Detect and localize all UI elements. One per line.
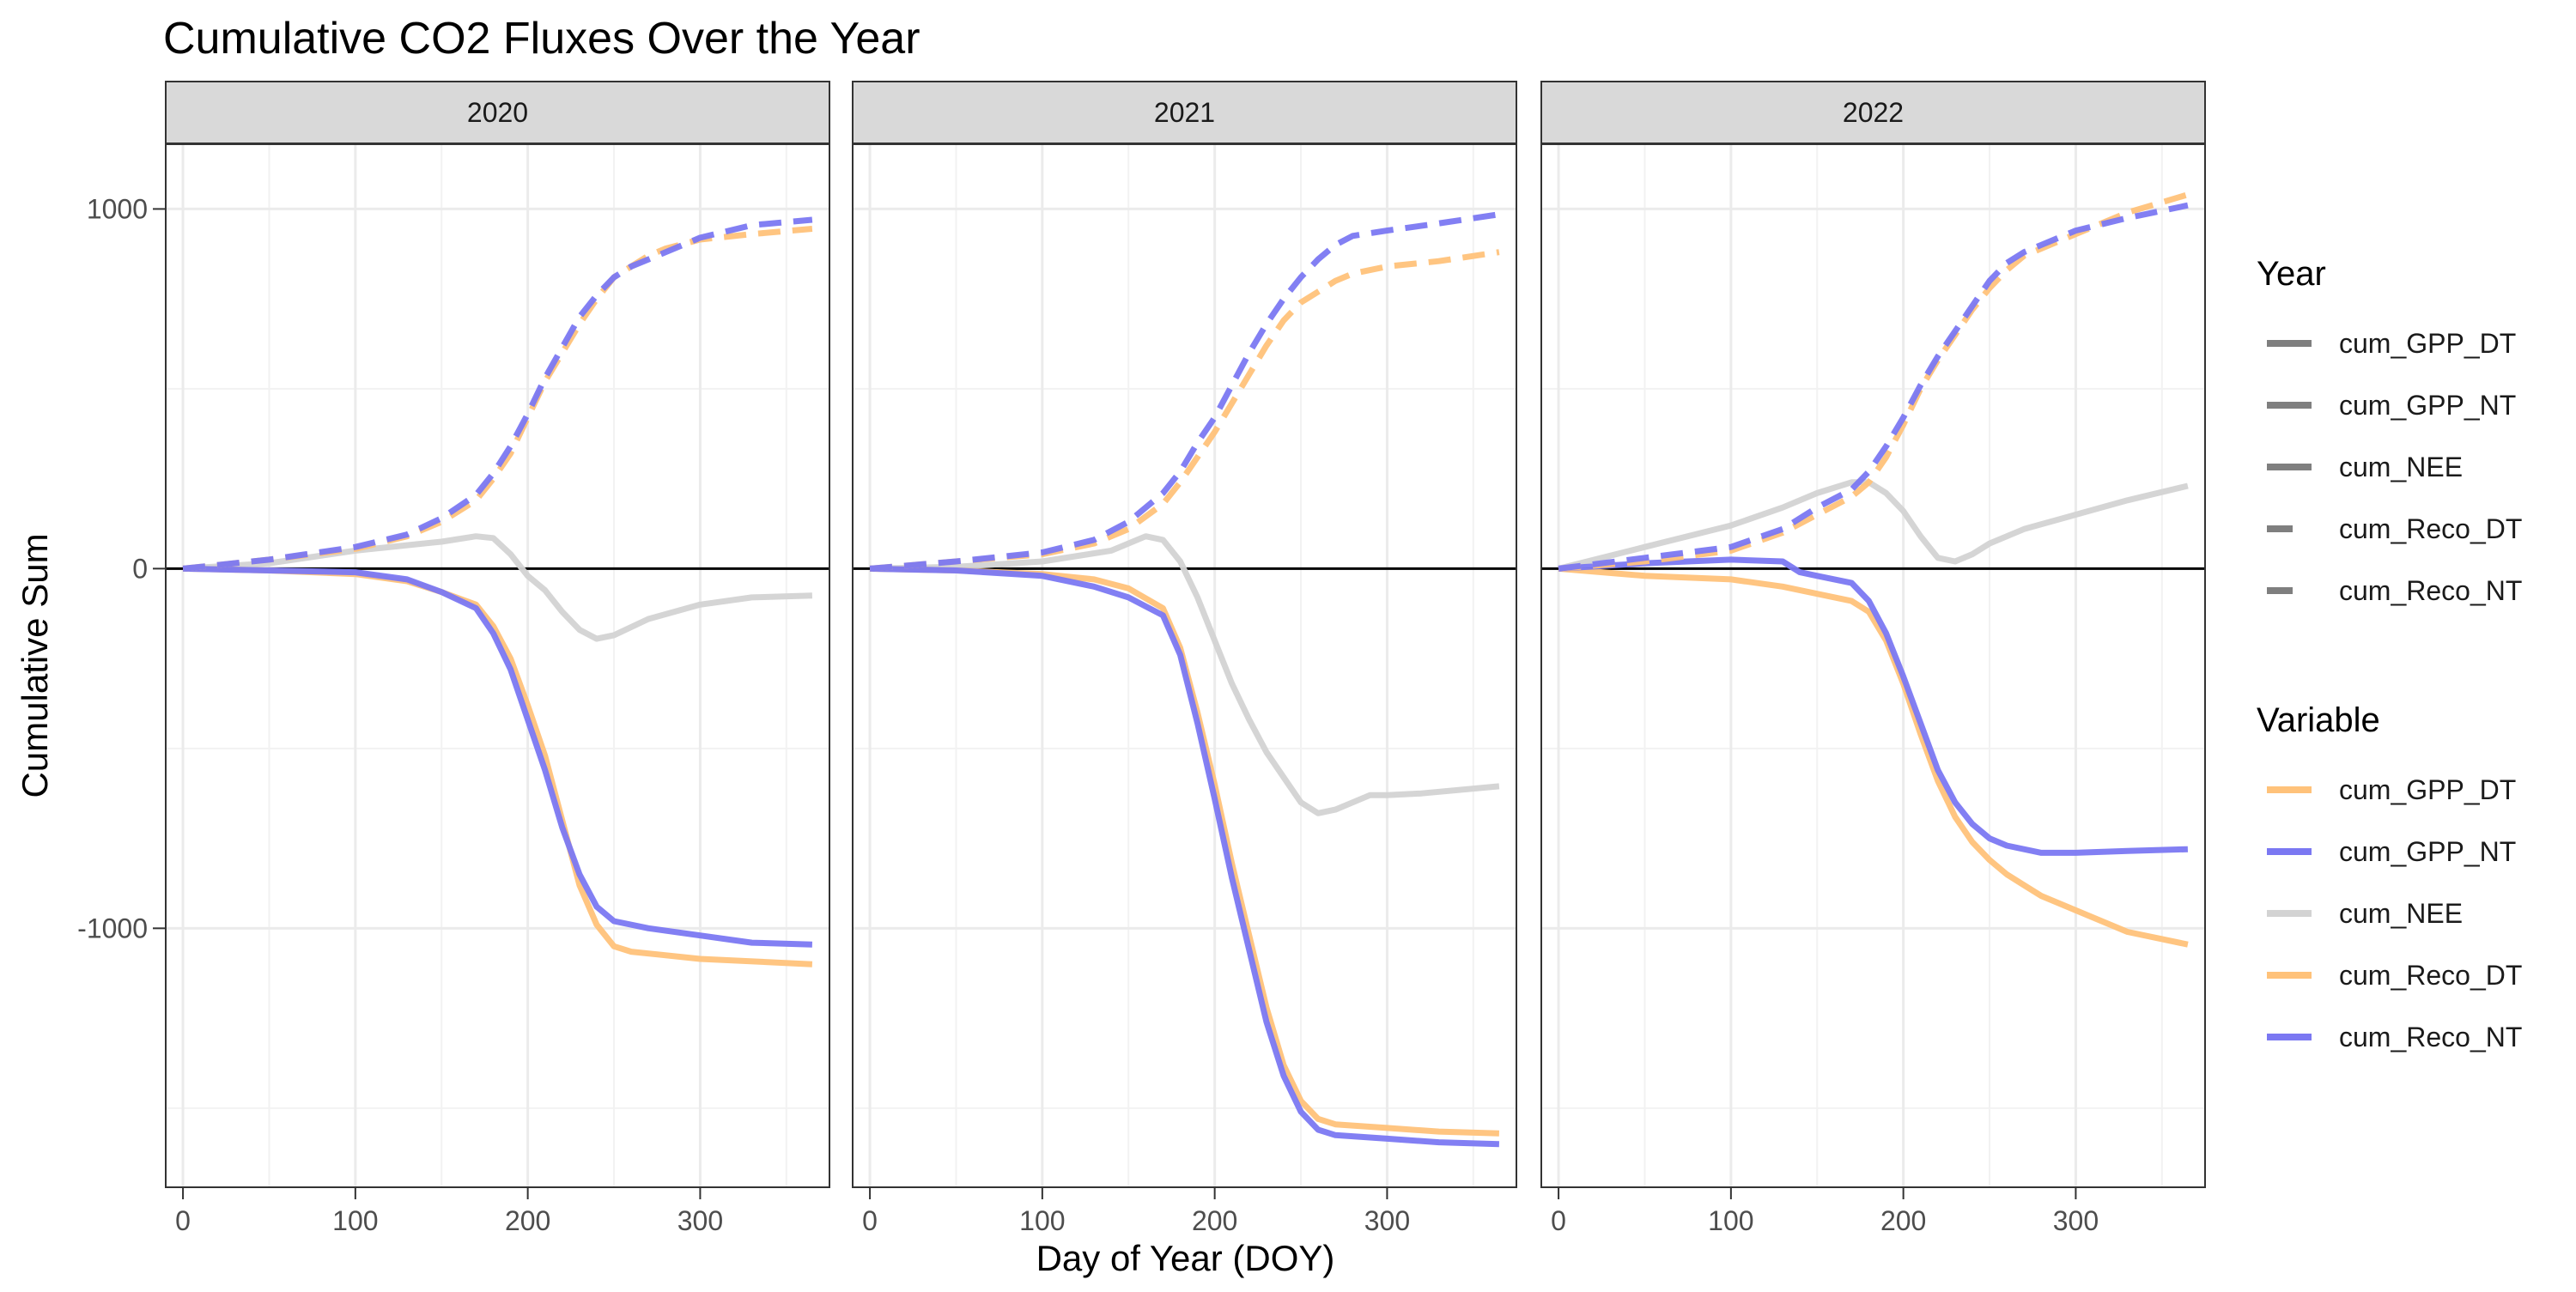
series-line-cum_NEE bbox=[182, 533, 813, 642]
x-tick-label: 300 bbox=[1364, 1205, 1410, 1236]
series-line-cum_GPP_NT bbox=[1558, 556, 2189, 856]
facet-panel-2021: 2021 0 100 200 300 bbox=[852, 81, 1517, 1236]
series-line-cum_Reco_NT bbox=[869, 211, 1500, 572]
series-line-cum_GPP_NT bbox=[183, 565, 813, 948]
legend-entry-label: cum_NEE bbox=[2339, 898, 2463, 929]
facet-strip bbox=[165, 81, 830, 144]
panel-border bbox=[165, 143, 830, 1188]
legend-entry-label: cum_Reco_DT bbox=[2339, 960, 2522, 991]
legend-variable: Variable cum_GPP_DT cum_GPP_NT cum_NEE cum_R… bbox=[2257, 701, 2522, 1052]
x-tick-label: 0 bbox=[1551, 1205, 1566, 1236]
legend-entry-label: cum_GPP_NT bbox=[2339, 836, 2516, 867]
legend-entry-label: cum_GPP_NT bbox=[2339, 390, 2516, 421]
series-line-cum_NEE bbox=[1558, 479, 2189, 572]
x-tick-label: 100 bbox=[1019, 1205, 1065, 1236]
series-line-cum_NEE bbox=[870, 533, 1500, 816]
panel-border bbox=[852, 143, 1517, 1188]
legend-year: Year cum_GPP_DT cum_GPP_NT cum_NEE cum_Reco_… bbox=[2257, 255, 2522, 606]
x-tick-label: 300 bbox=[677, 1205, 723, 1236]
legend-entry-label: cum_NEE bbox=[2339, 452, 2463, 482]
legend-entry-label: cum_Reco_NT bbox=[2339, 1022, 2522, 1052]
chart-title: Cumulative CO2 Fluxes Over the Year bbox=[163, 14, 920, 64]
x-tick-label: 100 bbox=[332, 1205, 378, 1236]
facet-strip bbox=[1540, 81, 2206, 144]
x-tick-label: 200 bbox=[505, 1205, 550, 1236]
legend-entry-label: cum_GPP_DT bbox=[2339, 328, 2516, 359]
x-tick-label: 100 bbox=[1708, 1205, 1753, 1236]
legend-title: Year bbox=[2257, 255, 2326, 293]
plot-background bbox=[166, 144, 829, 1187]
facet-strip bbox=[852, 81, 1517, 144]
x-axis-label: Day of Year (DOY) bbox=[1036, 1238, 1335, 1278]
x-tick-label: 200 bbox=[1192, 1205, 1237, 1236]
x-tick-label: 200 bbox=[1880, 1205, 1926, 1236]
legend-entry-label: cum_Reco_NT bbox=[2339, 575, 2522, 606]
legend-entry-label: cum_GPP_DT bbox=[2339, 774, 2516, 805]
y-axis-label: Cumulative Sum bbox=[15, 533, 55, 798]
facet-strip-label: 2022 bbox=[1843, 97, 1904, 128]
legend-entry-label: cum_Reco_DT bbox=[2339, 513, 2522, 544]
x-tick-label: 0 bbox=[175, 1205, 191, 1236]
series-line-cum_Reco_NT bbox=[1558, 202, 2189, 572]
legend-title: Variable bbox=[2257, 701, 2380, 739]
y-tick-label: 1000 bbox=[87, 193, 148, 224]
y-tick-label: 0 bbox=[132, 553, 148, 584]
series-line-cum_GPP_NT bbox=[870, 565, 1500, 1148]
series-line-cum_GPP_DT bbox=[1558, 565, 2189, 948]
facet-panel-2020: 2020 0 100 200 300 bbox=[165, 81, 830, 1236]
plot-background bbox=[1541, 144, 2205, 1187]
panel-border bbox=[1540, 143, 2206, 1188]
series-line-cum_GPP_DT bbox=[870, 565, 1500, 1137]
x-tick-label: 0 bbox=[862, 1205, 878, 1236]
facet-strip-label: 2021 bbox=[1154, 97, 1215, 128]
series-line-cum_Reco_NT bbox=[182, 216, 813, 572]
facet-strip-label: 2020 bbox=[467, 97, 528, 128]
y-tick-label: -1000 bbox=[77, 913, 148, 943]
x-tick-label: 300 bbox=[2053, 1205, 2099, 1236]
facet-panel-2022: 2022 0 100 200 300 bbox=[1540, 81, 2206, 1236]
